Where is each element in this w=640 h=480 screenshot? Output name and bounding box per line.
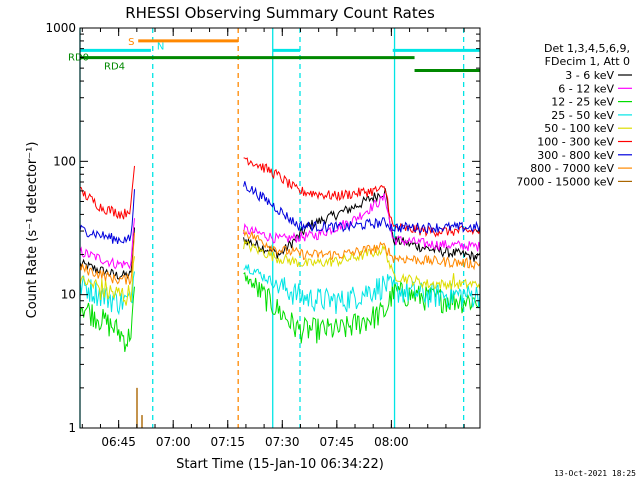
y-tick-label: 1000: [45, 21, 76, 35]
legend: Det 1,3,4,5,6,9, FDecim 1, Att 0 3 - 6 k…: [516, 42, 632, 188]
legend-entry-label-5: 50 - 100 keV: [544, 122, 614, 135]
x-axis-label: Start Time (15-Jan-10 06:34:22): [176, 457, 384, 472]
x-tick-label: 07:00: [156, 435, 191, 449]
series-line-4-segment-2: [243, 264, 481, 315]
flag-label-s: S: [128, 37, 134, 48]
x-tick-label: 07:15: [210, 435, 245, 449]
series-line-1-segment-2: [243, 188, 481, 262]
series-line-8-segment-2: [243, 229, 481, 271]
series-line-5-segment-1: [79, 256, 135, 306]
x-tick-label: 07:45: [320, 435, 355, 449]
plot-frame: [79, 27, 481, 429]
x-tick-label: 06:45: [101, 435, 136, 449]
series-line-1-segment-1: [79, 227, 135, 280]
y-axis-label: Count Rate (s⁻¹ detector⁻¹): [25, 142, 40, 319]
y-tick-label: 1: [68, 421, 76, 435]
series-line-3-segment-1: [79, 286, 135, 352]
legend-header-line-2: FDecim 1, Att 0: [545, 55, 630, 68]
legend-entry-label-3: 12 - 25 keV: [551, 96, 614, 109]
chart-title: RHESSI Observing Summary Count Rates: [125, 4, 435, 22]
series-line-7-segment-2: [243, 181, 481, 234]
flag-label-rd4: RD4: [104, 62, 125, 73]
x-tick-label: 08:00: [374, 435, 409, 449]
y-tick-label: 10: [61, 288, 76, 302]
plot-area: RD0 RD4 S N 1 10 100 1000 06:45 07:00 07:15 07:30 07…: [45, 21, 481, 449]
series-line-6-segment-1: [79, 165, 135, 220]
series-line-6-segment-2: [243, 157, 481, 238]
legend-entry-label-6: 100 - 300 keV: [537, 136, 614, 149]
legend-entry-label-9: 7000 - 15000 keV: [516, 175, 614, 188]
legend-entry-label-4: 25 - 50 keV: [551, 109, 614, 122]
footer-timestamp: 13-Oct-2021 18:25: [554, 469, 636, 478]
x-tick-label: 07:30: [265, 435, 300, 449]
flag-label-rd0: RD0: [68, 53, 89, 64]
series-line-7-segment-1: [79, 189, 135, 244]
legend-entry-label-2: 6 - 12 keV: [558, 82, 614, 95]
flag-label-n: N: [157, 41, 164, 52]
y-tick-label: 100: [53, 154, 76, 168]
series-line-2-segment-2: [243, 193, 481, 252]
legend-entry-label-8: 800 - 7000 keV: [530, 162, 614, 175]
legend-entry-label-1: 3 - 6 keV: [565, 69, 614, 82]
legend-header-line-1: Det 1,3,4,5,6,9,: [544, 42, 630, 55]
series-line-2-segment-1: [79, 218, 135, 270]
legend-entry-label-7: 300 - 800 keV: [537, 149, 614, 162]
series-line-8-segment-1: [79, 232, 135, 285]
series-line-5-segment-2: [243, 239, 481, 290]
